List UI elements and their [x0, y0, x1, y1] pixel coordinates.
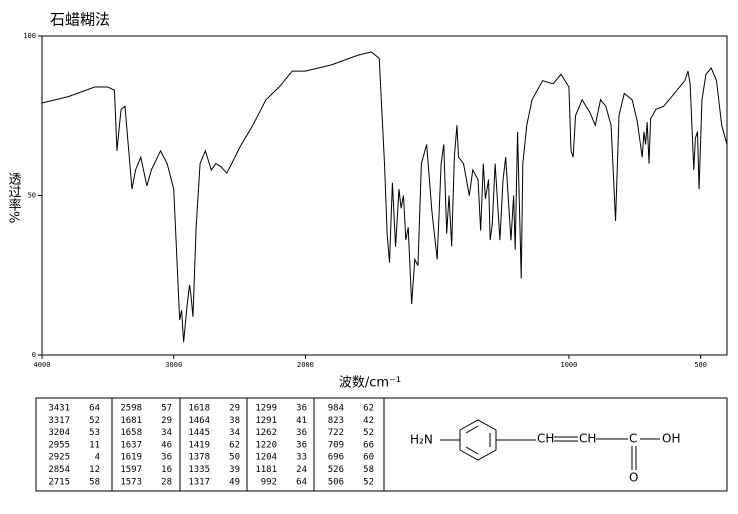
- peak-wavenumber: 1299: [255, 404, 277, 414]
- x-tick-label: 1000: [560, 361, 577, 369]
- peak-wavenumber: 2955: [48, 440, 70, 450]
- peak-transmittance: 42: [363, 416, 374, 426]
- peak-wavenumber: 1619: [120, 453, 142, 463]
- oxygen-label: O: [629, 471, 638, 485]
- hydroxyl-label: OH: [662, 432, 680, 446]
- peak-wavenumber: 709: [328, 440, 344, 450]
- peak-transmittance: 24: [296, 465, 307, 475]
- chart-title: 石蜡糊法: [50, 11, 110, 29]
- peak-transmittance: 39: [229, 465, 240, 475]
- peak-transmittance: 46: [161, 440, 172, 450]
- y-tick-label: 50: [28, 192, 36, 200]
- peak-wavenumber: 1637: [120, 440, 142, 450]
- peak-wavenumber: 992: [261, 477, 277, 487]
- peak-wavenumber: 1291: [255, 416, 277, 426]
- carbon-label: C: [629, 432, 637, 446]
- vinyl-label: CH: [579, 432, 596, 446]
- vinyl-label: CH: [537, 432, 554, 446]
- peak-wavenumber: 1681: [120, 416, 142, 426]
- x-tick-label: 2000: [297, 361, 314, 369]
- peak-wavenumber: 1618: [188, 404, 210, 414]
- peak-transmittance: 66: [363, 440, 374, 450]
- peak-transmittance: 52: [89, 416, 100, 426]
- peak-transmittance: 36: [296, 440, 307, 450]
- peak-transmittance: 49: [229, 477, 240, 487]
- peak-wavenumber: 1262: [255, 428, 277, 438]
- peak-wavenumber: 1464: [188, 416, 210, 426]
- peak-wavenumber: 722: [328, 428, 344, 438]
- table-frame: [35, 397, 728, 492]
- peak-transmittance: 34: [229, 428, 240, 438]
- y-tick-label: 100: [23, 32, 36, 40]
- peak-wavenumber: 1378: [188, 453, 210, 463]
- x-axis-label: 波数/cm⁻¹: [339, 376, 401, 391]
- peak-wavenumber: 984: [328, 404, 344, 414]
- peak-wavenumber: 2854: [48, 465, 70, 475]
- peak-transmittance: 52: [363, 428, 374, 438]
- peak-wavenumber: 1181: [255, 465, 277, 475]
- peak-wavenumber: 3431: [48, 404, 70, 414]
- peak-wavenumber: 506: [328, 477, 344, 487]
- peak-wavenumber: 2925: [48, 453, 70, 463]
- peak-transmittance: 36: [296, 428, 307, 438]
- plot-frame: [41, 35, 728, 356]
- peak-wavenumber: 696: [328, 453, 344, 463]
- peak-wavenumber: 823: [328, 416, 344, 426]
- x-tick-label: 3000: [165, 361, 182, 369]
- structure-bonds: [440, 419, 660, 470]
- peak-transmittance: 58: [363, 465, 374, 475]
- peak-wavenumber: 3204: [48, 428, 70, 438]
- y-tick-label: 0: [32, 351, 36, 359]
- peak-transmittance: 34: [161, 428, 172, 438]
- y-axis-label: 透过率%: [6, 172, 22, 223]
- peak-transmittance: 57: [161, 404, 172, 414]
- peak-transmittance: 58: [89, 477, 100, 487]
- peak-transmittance: 28: [161, 477, 172, 487]
- peak-wavenumber: 1597: [120, 465, 142, 475]
- peak-transmittance: 41: [296, 416, 307, 426]
- peak-transmittance: 62: [229, 440, 240, 450]
- peak-transmittance: 29: [229, 404, 240, 414]
- peak-transmittance: 4: [95, 453, 100, 463]
- peak-wavenumber: 2598: [120, 404, 142, 414]
- peak-transmittance: 36: [161, 453, 172, 463]
- peak-transmittance: 52: [363, 477, 374, 487]
- amine-label: H₂N: [410, 433, 433, 447]
- peak-transmittance: 11: [89, 440, 100, 450]
- x-tick-label: 4000: [34, 361, 51, 369]
- peak-transmittance: 33: [296, 453, 307, 463]
- peak-transmittance: 38: [229, 416, 240, 426]
- table-separators: [111, 398, 385, 491]
- peak-wavenumber: 1419: [188, 440, 210, 450]
- peak-wavenumber: 1573: [120, 477, 142, 487]
- peak-wavenumber: 1658: [120, 428, 142, 438]
- peak-wavenumber: 1204: [255, 453, 277, 463]
- peak-transmittance: 29: [161, 416, 172, 426]
- peak-wavenumber: 2715: [48, 477, 70, 487]
- peak-wavenumber: 3317: [48, 416, 70, 426]
- peak-transmittance: 12: [89, 465, 100, 475]
- peak-wavenumber: 1317: [188, 477, 210, 487]
- peak-transmittance: 50: [229, 453, 240, 463]
- peak-transmittance: 64: [89, 404, 100, 414]
- peak-transmittance: 60: [363, 453, 374, 463]
- spectrum-line: [41, 51, 728, 343]
- peak-transmittance: 53: [89, 428, 100, 438]
- peak-wavenumber: 1335: [188, 465, 210, 475]
- peak-transmittance: 36: [296, 404, 307, 414]
- peak-wavenumber: 1445: [188, 428, 210, 438]
- peak-wavenumber: 1220: [255, 440, 277, 450]
- peak-transmittance: 16: [161, 465, 172, 475]
- peak-transmittance: 62: [363, 404, 374, 414]
- x-tick-label: 500: [694, 361, 707, 369]
- peak-transmittance: 64: [296, 477, 307, 487]
- peak-wavenumber: 526: [328, 465, 344, 475]
